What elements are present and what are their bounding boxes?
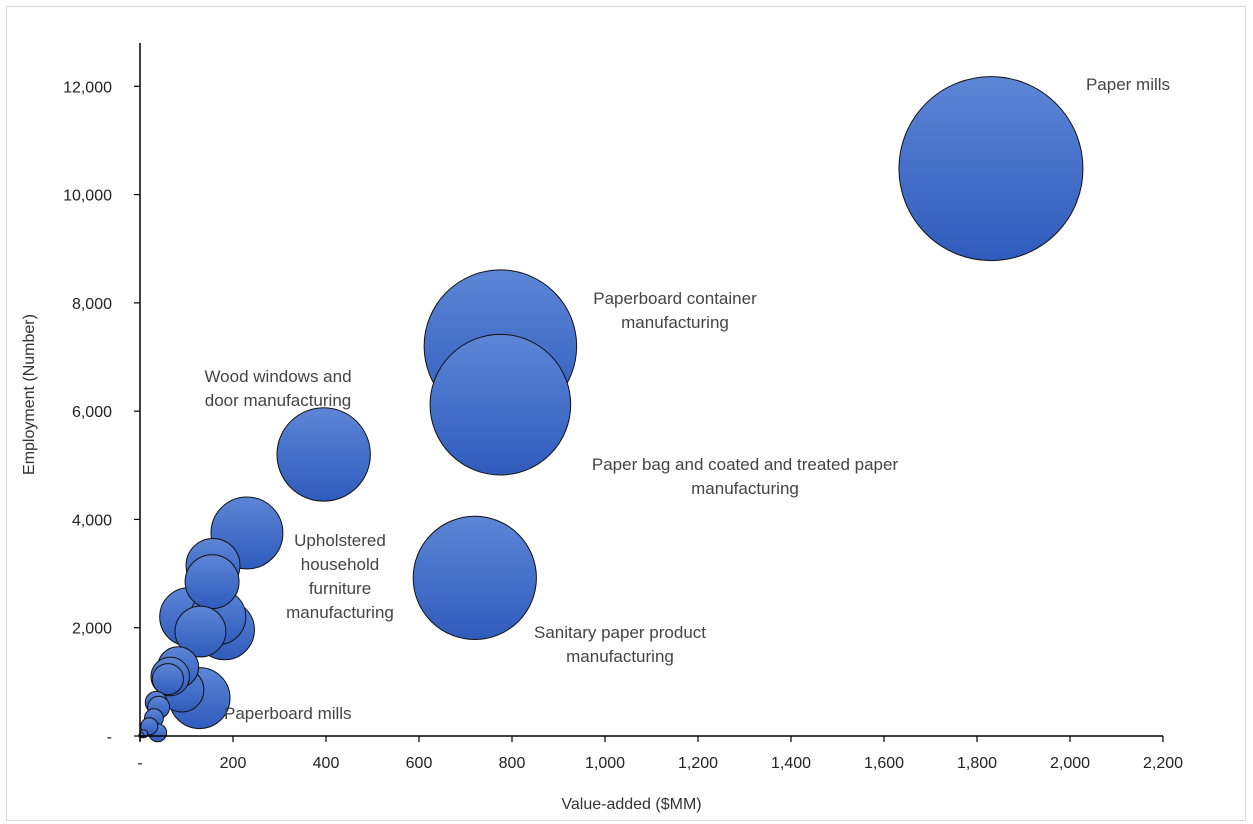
x-tick-label: 2,200 — [1143, 755, 1183, 772]
bubble — [429, 333, 572, 476]
x-tick-label: 1,600 — [864, 755, 904, 772]
bubble-label-line: furniture — [309, 579, 371, 598]
x-tick-label: 200 — [220, 755, 247, 772]
bubble-label: Paperboard mills — [224, 704, 352, 723]
x-tick-label: 2,000 — [1050, 755, 1090, 772]
bubble-label-line: manufacturing — [566, 647, 674, 666]
y-tick-label: 4,000 — [72, 512, 112, 529]
x-tick-label: 1,000 — [585, 755, 625, 772]
bubble-label: Upholstered household furniture manufacturi… — [286, 531, 394, 622]
bubble-label-line: Paperboard container — [593, 289, 757, 308]
bubble-annotations: Paper mills Paperboard container manufactu… — [204, 75, 1170, 723]
bubble-label-line: Upholstered — [294, 531, 386, 550]
x-tick-label: 600 — [406, 755, 433, 772]
y-tick-label: - — [107, 729, 112, 746]
x-tick-labels: - 200 400 600 800 1,000 1,200 1,400 1,600 1,800 2,… — [137, 755, 1183, 772]
x-tick-label: 400 — [313, 755, 340, 772]
bubble-label-line: Wood windows and — [204, 367, 351, 386]
y-tick-label: 6,000 — [72, 404, 112, 421]
bubble-label-line: household — [301, 555, 379, 574]
x-tick-label: 1,800 — [957, 755, 997, 772]
bubble-label-line: manufacturing — [286, 603, 394, 622]
y-tick-label: 10,000 — [63, 188, 112, 205]
bubble-label-line: Paper mills — [1086, 75, 1170, 94]
bubble-label: Sanitary paper product manufacturing — [534, 623, 706, 666]
bubble-label: Wood windows and door manufacturing — [204, 367, 351, 410]
bubble-label: Paperboard container manufacturing — [593, 289, 757, 332]
bubble-label-line: Sanitary paper product — [534, 623, 706, 642]
bubble-series — [138, 76, 1084, 743]
x-axis-title: Value-added ($MM) — [561, 796, 701, 813]
y-tick-label: 8,000 — [72, 296, 112, 313]
y-tick-labels: - 2,000 4,000 6,000 8,000 10,000 12,000 — [63, 79, 112, 746]
x-tick-label: 800 — [499, 755, 526, 772]
bubble — [412, 515, 537, 641]
x-tick-label: - — [137, 755, 142, 772]
y-axis-title: Employment (Number) — [21, 314, 38, 475]
chart-frame — [6, 6, 1246, 821]
bubble — [174, 605, 227, 658]
bubble-label-line: door manufacturing — [205, 391, 351, 410]
bubble-label: Paper mills — [1086, 75, 1170, 94]
bubble-label-line: manufacturing — [621, 313, 729, 332]
bubble-label: Paper bag and coated and treated paper ma… — [592, 455, 899, 498]
bubble — [898, 76, 1084, 262]
bubble — [151, 663, 184, 696]
y-tick-label: 12,000 — [63, 79, 112, 96]
bubble — [184, 554, 240, 610]
bubble-label-line: Paper bag and coated and treated paper — [592, 455, 899, 474]
bubble-label-line: Paperboard mills — [224, 704, 352, 723]
bubble — [276, 407, 371, 502]
x-tick-label: 1,200 — [678, 755, 718, 772]
axes — [134, 43, 1164, 742]
bubble-label-line: manufacturing — [691, 479, 799, 498]
x-tick-label: 1,400 — [771, 755, 811, 772]
y-tick-label: 2,000 — [72, 621, 112, 638]
